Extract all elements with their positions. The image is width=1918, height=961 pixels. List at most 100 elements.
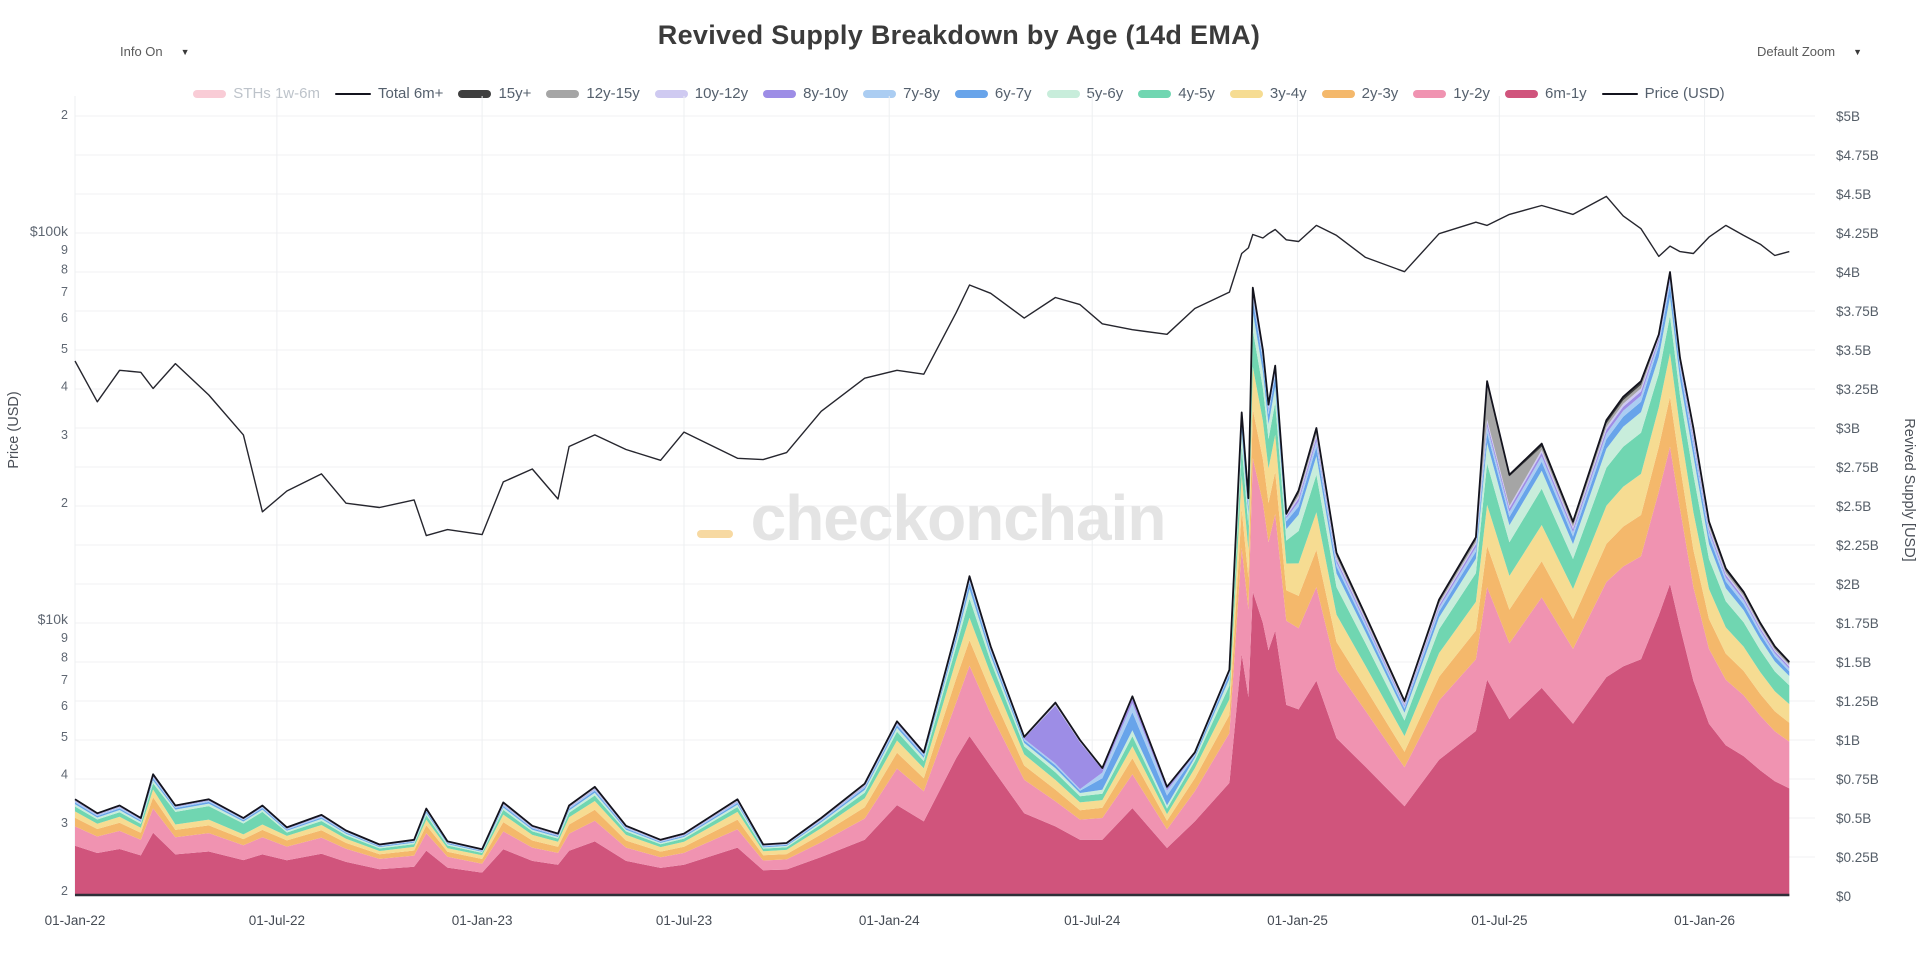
legend-item-label: 4y-5y bbox=[1178, 85, 1215, 102]
x-tick-label: 01-Jul-24 bbox=[1064, 913, 1121, 928]
supply-tick-label: $2.5B bbox=[1836, 499, 1871, 514]
price-tick-label: 6 bbox=[61, 311, 68, 325]
price-tick-label: 2 bbox=[61, 108, 68, 122]
supply-tick-label: $3B bbox=[1836, 421, 1860, 436]
legend-item-label: 6y-7y bbox=[994, 85, 1032, 102]
legend-item-label: 10y-12y bbox=[694, 85, 749, 102]
legend-line-swatch bbox=[1601, 92, 1638, 95]
info-toggle-label: Info On bbox=[120, 44, 163, 59]
supply-tick-label: $1B bbox=[1836, 733, 1860, 748]
legend-item-4y-5y[interactable]: 4y-5y bbox=[1138, 85, 1215, 102]
legend-item-15y-[interactable]: 15y+ bbox=[458, 85, 531, 102]
x-tick-label: 01-Jul-22 bbox=[249, 913, 305, 928]
legend-band-swatch bbox=[458, 89, 492, 98]
legend-band-swatch bbox=[1321, 89, 1355, 98]
price-tick-label: 2 bbox=[61, 496, 68, 510]
legend-band-swatch bbox=[546, 89, 580, 98]
legend-item-6y-7y[interactable]: 6y-7y bbox=[954, 85, 1032, 102]
supply-tick-label: $1.75B bbox=[1836, 616, 1879, 631]
legend-band-swatch bbox=[1229, 89, 1263, 98]
price-tick-label: $10k bbox=[38, 611, 69, 627]
zoom-preset-dropdown[interactable]: Default Zoom ▼ bbox=[1757, 44, 1862, 59]
legend-item-1y-2y[interactable]: 1y-2y bbox=[1413, 85, 1490, 102]
legend-item-label: STHs 1w-6m bbox=[233, 85, 320, 102]
legend-band-swatch bbox=[763, 89, 797, 98]
legend-item-7y-8y[interactable]: 7y-8y bbox=[863, 85, 940, 102]
supply-tick-label: $3.5B bbox=[1836, 343, 1871, 358]
legend-line-swatch bbox=[334, 92, 371, 95]
x-tick-label: 01-Jan-25 bbox=[1267, 913, 1328, 928]
supply-tick-label: $5B bbox=[1836, 109, 1860, 124]
price-tick-label: 8 bbox=[61, 651, 68, 665]
price-tick-label: 6 bbox=[61, 699, 68, 713]
price-tick-label: 8 bbox=[61, 263, 68, 277]
page-title: Revived Supply Breakdown by Age (14d EMA… bbox=[657, 20, 1261, 50]
legend-item-label: 8y-10y bbox=[803, 85, 849, 102]
legend-item-2y-3y[interactable]: 2y-3y bbox=[1321, 85, 1398, 102]
info-toggle-dropdown[interactable]: Info On ▼ bbox=[120, 44, 190, 59]
x-tick-label: 01-Jan-22 bbox=[45, 913, 106, 928]
band-1y-2y[interactable] bbox=[75, 446, 1790, 873]
supply-tick-label: $1.5B bbox=[1836, 655, 1871, 670]
chevron-down-icon: ▼ bbox=[1853, 46, 1862, 57]
legend-item-label: 6m-1y bbox=[1544, 85, 1587, 102]
x-tick-label: 01-Jan-26 bbox=[1674, 913, 1735, 928]
price-tick-label: 7 bbox=[61, 673, 68, 687]
legend-item-label: 5y-6y bbox=[1086, 85, 1124, 102]
legend-item-12y-15y[interactable]: 12y-15y bbox=[546, 85, 640, 102]
supply-tick-label: $4.5B bbox=[1836, 187, 1871, 202]
watermark-dash bbox=[697, 530, 733, 538]
legend-item-total-6m-[interactable]: Total 6m+ bbox=[334, 85, 444, 102]
legend-band-swatch bbox=[1046, 89, 1080, 98]
legend-item-8y-10y[interactable]: 8y-10y bbox=[763, 85, 848, 102]
supply-tick-label: $1.25B bbox=[1836, 694, 1879, 709]
supply-tick-label: $3.25B bbox=[1836, 382, 1879, 397]
legend-item-10y-12y[interactable]: 10y-12y bbox=[654, 85, 749, 102]
legend-band-swatch bbox=[1504, 89, 1538, 98]
supply-tick-label: $3.75B bbox=[1836, 304, 1879, 319]
legend-item-label: Total 6m+ bbox=[377, 85, 444, 102]
legend-band-swatch bbox=[654, 89, 688, 98]
supply-axis-title: Revived Supply [USD] bbox=[1901, 418, 1917, 561]
legend-band-swatch bbox=[863, 89, 897, 98]
zoom-preset-label: Default Zoom bbox=[1757, 44, 1836, 59]
price-tick-label: 9 bbox=[61, 631, 68, 645]
legend-item-5y-6y[interactable]: 5y-6y bbox=[1046, 85, 1124, 102]
legend-band-swatch bbox=[193, 89, 227, 98]
supply-tick-label: $0.25B bbox=[1836, 850, 1879, 865]
legend-band-swatch bbox=[954, 89, 988, 98]
price-tick-label: 9 bbox=[61, 243, 68, 257]
watermark: checkonchain bbox=[751, 482, 1166, 554]
total-6m-plus-line[interactable] bbox=[74, 271, 1790, 851]
legend-band-swatch bbox=[1413, 89, 1447, 98]
supply-tick-label: $2.75B bbox=[1836, 460, 1879, 475]
legend-band-swatch bbox=[1138, 89, 1172, 98]
price-tick-label: 2 bbox=[61, 884, 68, 898]
band-6m-1y[interactable] bbox=[75, 584, 1790, 896]
price-line[interactable] bbox=[74, 195, 1790, 537]
x-tick-label: 01-Jul-25 bbox=[1471, 913, 1527, 928]
x-tick-label: 01-Jan-24 bbox=[859, 913, 920, 928]
chevron-down-icon: ▼ bbox=[180, 46, 190, 57]
price-tick-label: 3 bbox=[61, 816, 68, 830]
legend-item-sths-1w-6m[interactable]: STHs 1w-6m bbox=[193, 85, 320, 102]
legend-item-label: 7y-8y bbox=[903, 85, 940, 102]
supply-tick-label: $4.25B bbox=[1836, 226, 1879, 241]
price-tick-label: 7 bbox=[61, 285, 68, 299]
supply-tick-label: $0.75B bbox=[1836, 772, 1879, 787]
legend-item-6m-1y[interactable]: 6m-1y bbox=[1504, 85, 1587, 102]
supply-tick-label: $2.25B bbox=[1836, 538, 1879, 553]
legend-item-label: 12y-15y bbox=[586, 85, 640, 102]
price-tick-label: 3 bbox=[61, 428, 68, 442]
price-axis-title: Price (USD) bbox=[6, 391, 22, 468]
x-tick-label: 01-Jan-23 bbox=[452, 913, 513, 928]
legend-item-label: 1y-2y bbox=[1453, 85, 1490, 102]
legend-item-label: 15y+ bbox=[498, 85, 532, 102]
price-tick-label: 4 bbox=[61, 379, 68, 393]
price-tick-label: 5 bbox=[61, 730, 68, 744]
supply-tick-label: $0.5B bbox=[1836, 811, 1871, 826]
price-tick-label: $100k bbox=[30, 223, 69, 239]
price-tick-label: 5 bbox=[61, 342, 68, 356]
